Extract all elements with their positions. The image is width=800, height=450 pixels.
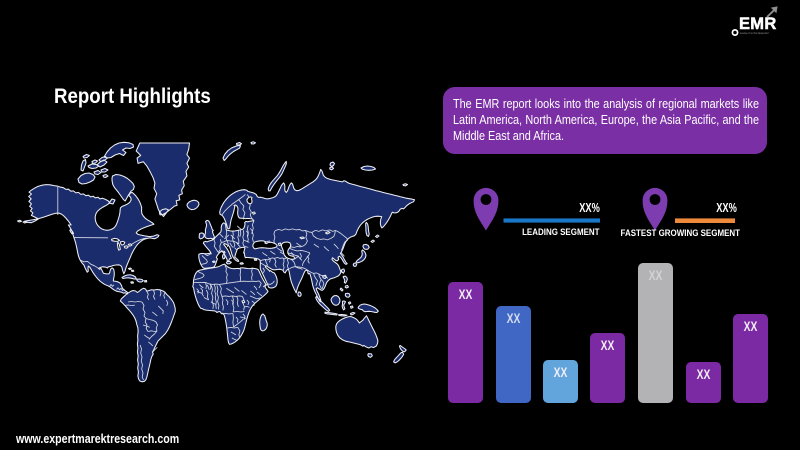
svg-text:Leave it to the Experts!: Leave it to the Experts! <box>740 31 769 35</box>
svg-text:EMR: EMR <box>739 15 777 33</box>
